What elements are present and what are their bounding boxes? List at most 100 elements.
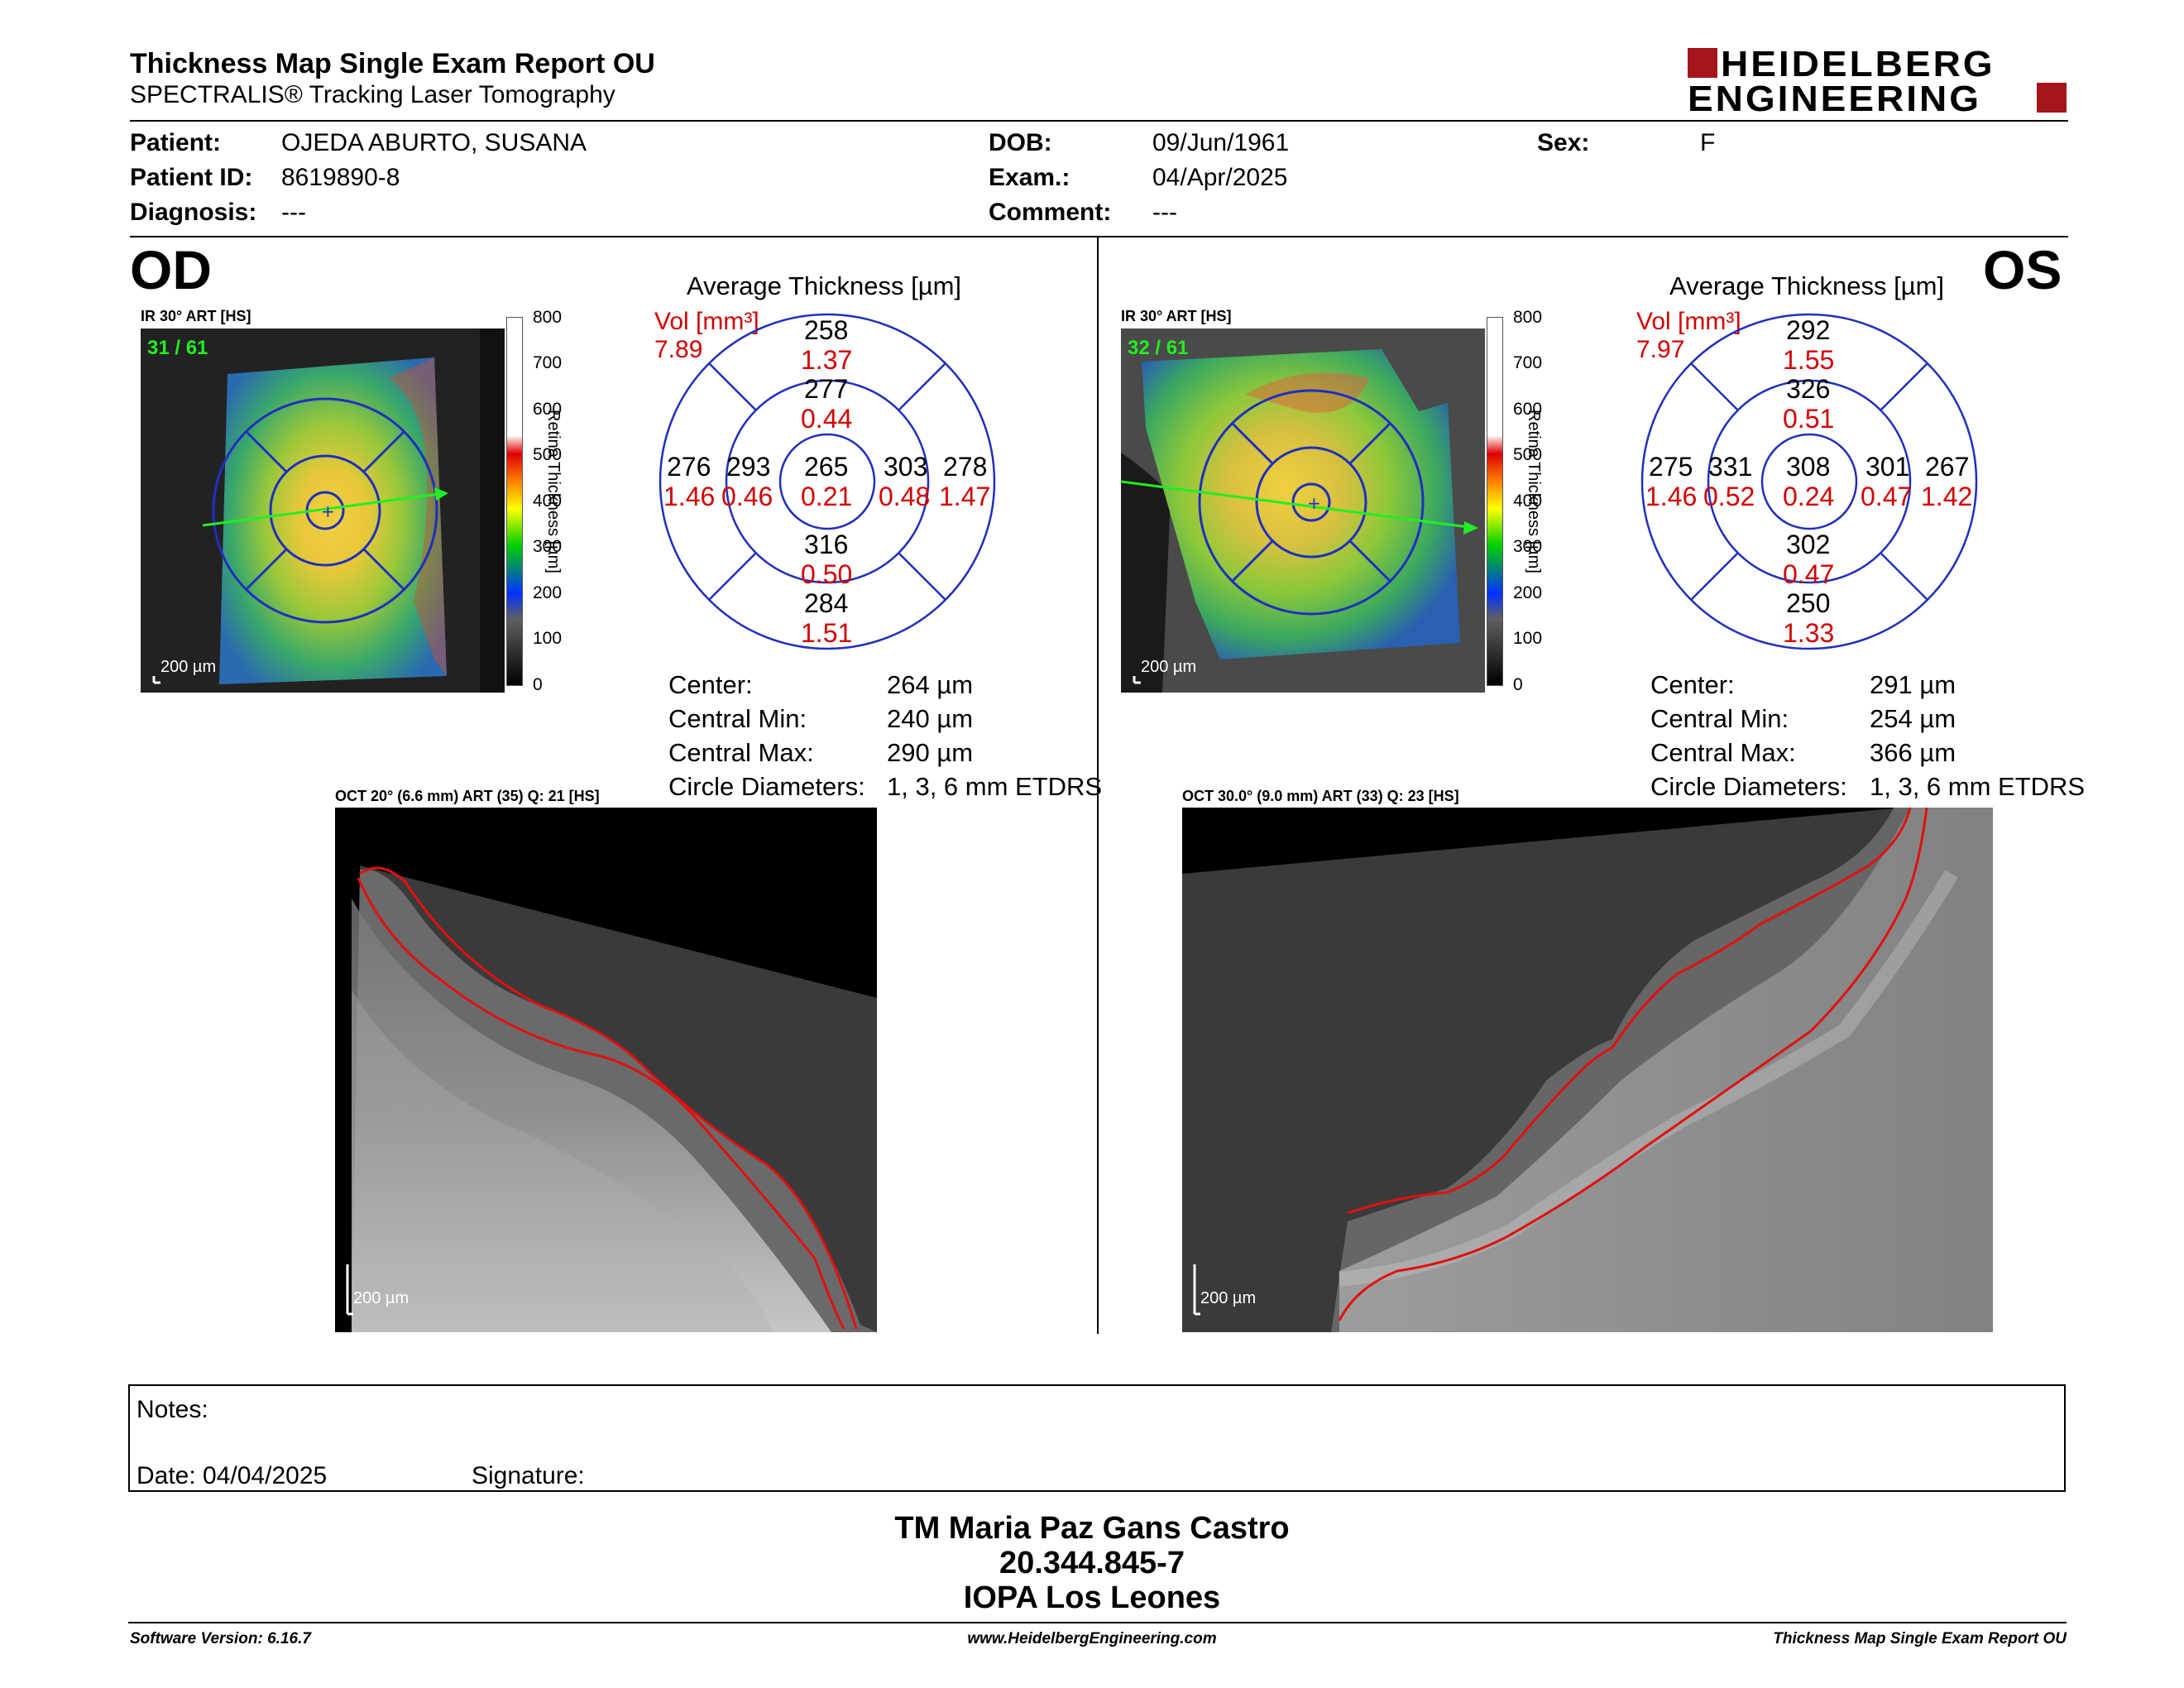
- os-central-min-value: 254 µm: [1870, 704, 1956, 733]
- comment-value: ---: [1152, 199, 1177, 226]
- logo-line1: HEIDELBERG: [1721, 43, 1995, 84]
- sex-label: Sex:: [1537, 129, 1590, 156]
- od-etdrs-grid: [659, 313, 996, 650]
- os-ir-scale-label: 200 µm: [1141, 658, 1197, 676]
- os-outer-right-volume: 1.42: [1921, 482, 1973, 511]
- od-outer-left-thickness: 276: [667, 452, 711, 482]
- os-tick-300: 300: [1513, 537, 1543, 556]
- od-inner-sup-thickness: 277: [804, 374, 849, 404]
- od-tick-700: 700: [533, 353, 563, 372]
- od-outer-right-thickness: 278: [943, 452, 988, 482]
- os-tick-400: 400: [1513, 492, 1543, 511]
- od-tick-200: 200: [533, 583, 563, 602]
- od-ir-label: IR 30° ART [HS]: [141, 308, 251, 324]
- os-outer-left-volume: 1.46: [1645, 482, 1698, 511]
- od-ir-scale-label: 200 µm: [160, 658, 217, 676]
- od-vol-label: Vol [mm³]: [654, 308, 759, 335]
- notes-box[interactable]: Notes: Date: 04/04/2025 Signature:: [128, 1384, 2066, 1492]
- od-central-min-value: 240 µm: [887, 704, 974, 733]
- od-legend-title: Retina Thickness [µm]: [544, 410, 563, 573]
- os-oct-image: [1182, 808, 1993, 1332]
- od-central-max-value: 290 µm: [887, 738, 974, 767]
- os-center-label: Center:: [1650, 670, 1735, 699]
- od-tick-500: 500: [533, 445, 563, 464]
- od-tick-800: 800: [533, 308, 563, 327]
- os-circle-diam-label: Circle Diameters:: [1650, 772, 1847, 801]
- os-inner-right-volume: 0.47: [1861, 482, 1913, 511]
- od-oct-image: [335, 808, 877, 1332]
- os-tick-700: 700: [1513, 353, 1543, 372]
- diagnosis-label: Diagnosis:: [130, 199, 257, 226]
- os-central-max-value: 366 µm: [1870, 738, 1956, 767]
- od-inner-inf-volume: 0.50: [801, 559, 853, 589]
- os-tick-800: 800: [1513, 308, 1543, 327]
- od-outer-sup-volume: 1.37: [801, 345, 853, 375]
- od-frame-counter: 31 / 61: [147, 337, 208, 359]
- svg-text:+: +: [1307, 493, 1321, 513]
- os-ir-label: IR 30° ART [HS]: [1121, 308, 1232, 324]
- os-outer-sup-thickness: 292: [1786, 315, 1831, 345]
- os-tick-500: 500: [1513, 445, 1543, 464]
- od-outer-right-volume: 1.47: [939, 482, 991, 511]
- od-outer-inf-volume: 1.51: [801, 618, 853, 648]
- od-tick-300: 300: [533, 537, 563, 556]
- od-avg-title: Average Thickness [µm]: [687, 271, 962, 300]
- footer-website-link[interactable]: www.HeidelbergEngineering.com: [967, 1630, 1217, 1647]
- os-central-min-label: Central Min:: [1650, 704, 1789, 733]
- os-inner-left-thickness: 331: [1708, 452, 1753, 482]
- os-central-max-label: Central Max:: [1650, 738, 1796, 767]
- od-tick-400: 400: [533, 492, 563, 511]
- od-central-max-label: Central Max:: [668, 738, 814, 767]
- od-outer-sup-thickness: 258: [804, 315, 849, 345]
- os-outer-sup-volume: 1.55: [1783, 345, 1835, 375]
- os-etdrs-grid: [1640, 313, 1978, 650]
- od-inner-left-thickness: 293: [726, 452, 771, 482]
- notes-label: Notes:: [136, 1396, 208, 1423]
- os-oct-bscan: 200 µm: [1182, 808, 1993, 1332]
- os-center-value: 291 µm: [1870, 670, 1956, 699]
- od-tick-0: 0: [533, 675, 543, 694]
- os-inner-right-thickness: 301: [1866, 452, 1910, 482]
- os-tick-0: 0: [1513, 675, 1523, 694]
- os-inner-sup-thickness: 326: [1786, 374, 1831, 404]
- os-tick-100: 100: [1513, 629, 1543, 648]
- signer-name: TM Maria Paz Gans Castro: [894, 1511, 1290, 1546]
- os-frame-counter: 32 / 61: [1128, 337, 1189, 359]
- footer-report-name: Thickness Map Single Exam Report OU: [1773, 1630, 2067, 1647]
- os-inner-left-volume: 0.52: [1703, 482, 1755, 511]
- exam-label: Exam.:: [989, 164, 1070, 191]
- os-avg-title: Average Thickness [µm]: [1669, 271, 1945, 300]
- logo-line2: ENGINEERING: [1688, 78, 1982, 119]
- os-thickness-map: +: [1121, 328, 1485, 693]
- od-center-label: Center:: [668, 670, 753, 699]
- od-legend-ticks: 800 700 600 500 400 300 200 100 0: [523, 308, 564, 694]
- os-oct-scale-label: 200 µm: [1200, 1289, 1257, 1307]
- od-oct-bscan: 200 µm: [335, 808, 877, 1332]
- os-oct-label: OCT 30.0° (9.0 mm) ART (33) Q: 23 [HS]: [1182, 788, 1459, 804]
- patient-label: Patient:: [130, 129, 222, 156]
- od-circle-diam-value: 1, 3, 6 mm ETDRS: [887, 772, 1103, 801]
- diagnosis-value: ---: [281, 199, 306, 226]
- os-legend-ticks: 800 700 600 500 400 300 200 100 0: [1503, 308, 1545, 694]
- od-tick-100: 100: [533, 629, 563, 648]
- od-center-thickness: 265: [804, 452, 849, 482]
- od-fundus-image: + 31 / 61 200 µm: [141, 328, 505, 693]
- footer-software-version: Software Version: 6.16.7: [130, 1630, 311, 1647]
- od-eye-label: OD: [130, 239, 212, 300]
- od-oct-label: OCT 20° (6.6 mm) ART (35) Q: 21 [HS]: [335, 788, 600, 804]
- exam-value: 04/Apr/2025: [1152, 164, 1288, 191]
- logo-red-square-top: [1688, 48, 1717, 78]
- os-eye-label: OS: [1983, 239, 2062, 300]
- od-outer-inf-thickness: 284: [804, 588, 849, 618]
- od-circle-diam-label: Circle Diameters:: [668, 772, 865, 801]
- dob-label: DOB:: [989, 129, 1052, 156]
- od-tick-600: 600: [533, 400, 563, 419]
- od-inner-inf-thickness: 316: [804, 530, 849, 559]
- os-outer-inf-volume: 1.33: [1783, 618, 1835, 648]
- od-center-value: 264 µm: [887, 670, 974, 699]
- patient-id-label: Patient ID:: [130, 164, 253, 191]
- footer-divider: [128, 1622, 2067, 1623]
- os-vol-label: Vol [mm³]: [1636, 308, 1741, 335]
- od-outer-left-volume: 1.46: [663, 482, 716, 511]
- os-center-volume: 0.24: [1783, 482, 1835, 511]
